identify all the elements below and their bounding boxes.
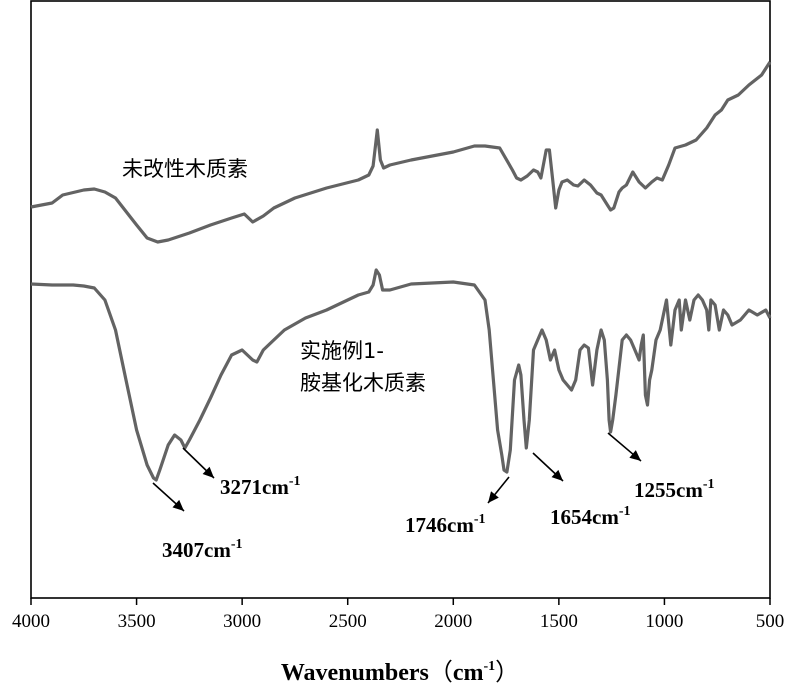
x-tick-label: 3000 [223,611,261,632]
annotation-1255: 1255cm-1 [634,477,715,502]
arrow-3271 [182,447,215,479]
series-lines [30,61,772,482]
arrow-3407 [152,482,185,512]
x-tick-label: 1000 [645,611,683,632]
arrow-1654 [532,452,564,482]
x-tick-label: 2000 [434,611,472,632]
x-tick-label: 2500 [329,611,367,632]
x-tick-label: 4000 [12,611,50,632]
annotation-1746: 1746cm-1 [405,512,486,537]
annotation-3271: 3271cm-1 [220,474,301,499]
peak-arrows [152,432,642,512]
series-label-aminated-line1: 实施例1- [300,339,384,363]
annotation-3407: 3407cm-1 [162,537,243,562]
annotation-1654: 1654cm-1 [550,504,631,529]
x-tick-label: 500 [756,611,785,632]
series-label-unmodified: 未改性木质素 [122,157,248,181]
x-tick-label: 1500 [540,611,578,632]
arrow-1746 [487,476,510,504]
x-axis-ticks: 4000 3500 3000 2500 2000 1500 1000 500 [12,598,784,632]
plot-frame [30,0,771,599]
x-tick-label: 3500 [118,611,156,632]
arrow-1255 [607,432,642,462]
series-line-aminated [30,268,772,482]
series-label-aminated-line2: 胺基化木质素 [300,371,426,395]
x-axis-title: Wavenumbers（cm-1） [281,659,519,686]
series-line-unmodified [30,61,772,244]
